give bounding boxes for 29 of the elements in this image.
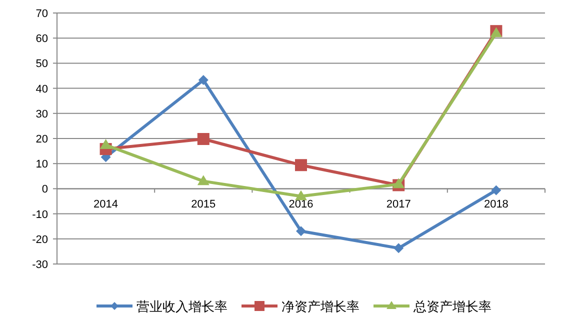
y-tick-label: -10	[32, 208, 48, 221]
x-tick-label: 2016	[288, 198, 314, 211]
legend-label: 净资产增长率	[282, 299, 360, 314]
y-tick-label: 50	[36, 58, 48, 70]
point	[100, 139, 112, 150]
point	[394, 243, 404, 254]
point	[491, 185, 502, 196]
point	[296, 226, 306, 236]
x-tick-label: 2017	[386, 198, 411, 211]
x-tick-label: 2014	[94, 198, 118, 211]
point	[392, 178, 405, 188]
y-tick-label: 60	[36, 33, 48, 46]
legend-label: 营业收入增长率	[136, 299, 228, 314]
x-tick-label: 2015	[191, 198, 216, 211]
legend-label: 总资产增长率	[412, 299, 492, 314]
y-tick-label: 30	[36, 108, 48, 120]
x-tick-label: 2018	[484, 198, 508, 211]
y-tick-label: 0	[42, 184, 48, 196]
y-tick-label: -20	[32, 234, 48, 246]
point	[197, 175, 210, 186]
point	[295, 190, 307, 200]
y-tick-label: 70	[36, 8, 48, 20]
point	[198, 75, 208, 86]
point	[197, 133, 210, 145]
y-tick-label: 10	[36, 158, 48, 171]
y-tick-label: 20	[36, 134, 48, 146]
y-tick-label: 40	[36, 83, 48, 96]
point	[295, 159, 307, 172]
y-tick-label: -30	[32, 259, 48, 271]
